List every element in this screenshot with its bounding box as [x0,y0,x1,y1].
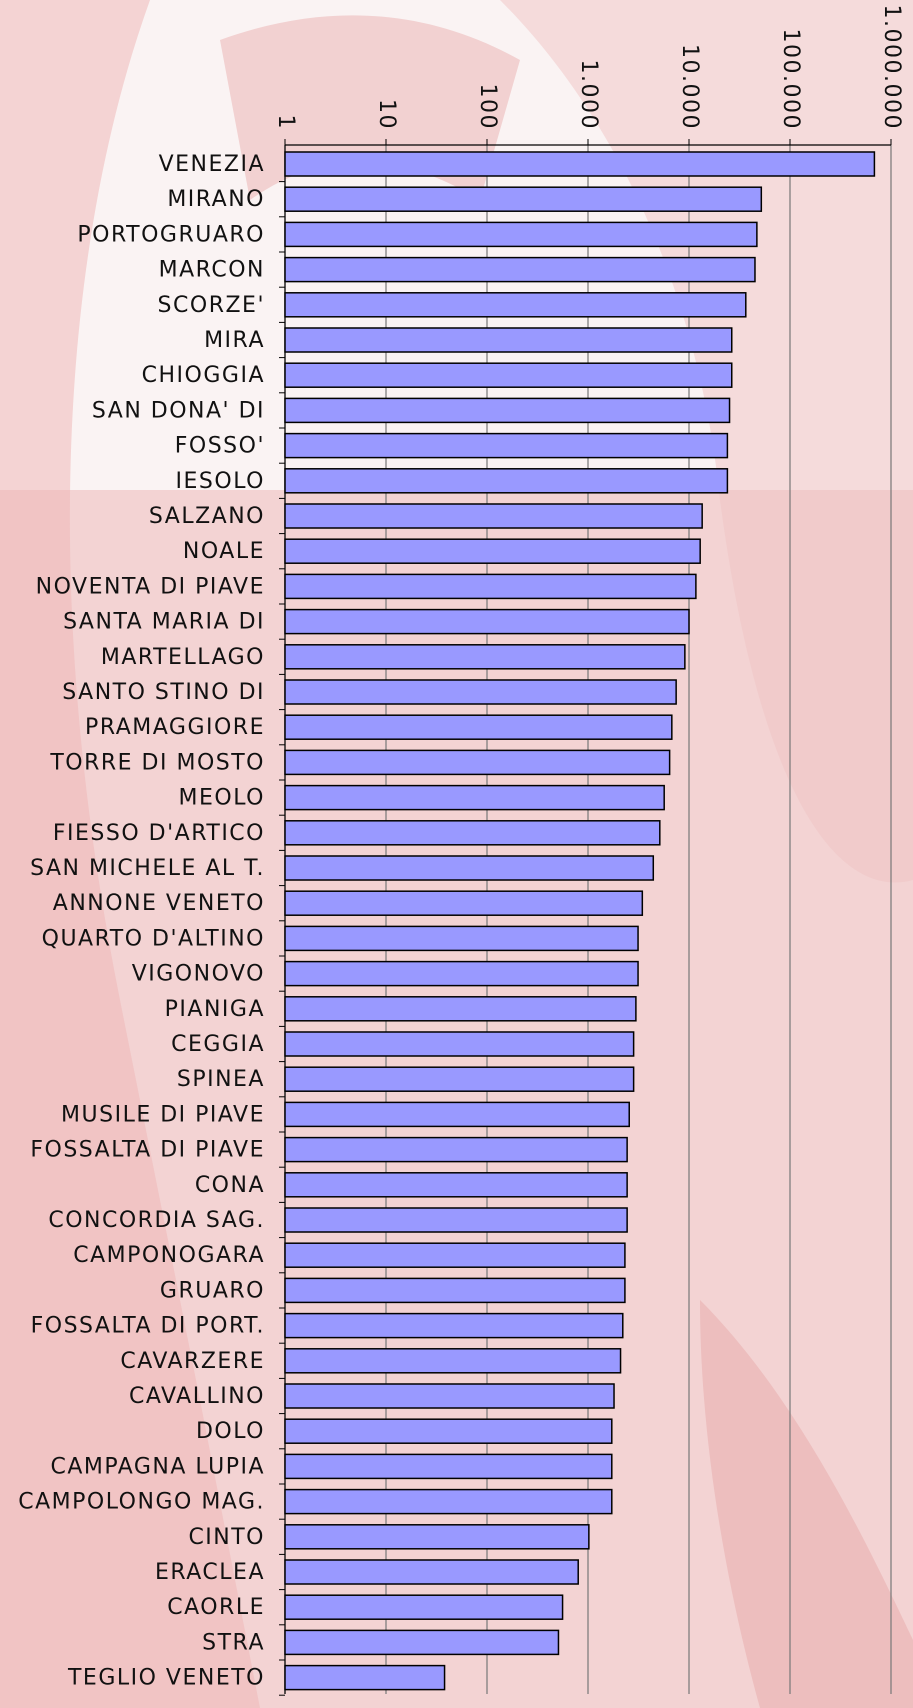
y-tick-label: PIANIGA [165,997,265,1022]
bar [285,1278,625,1302]
bar [285,1525,589,1549]
bar [285,1666,445,1690]
y-tick-label: TEGLIO VENETO [67,1666,265,1691]
y-tick-label: CEGGIA [171,1032,265,1057]
bar [285,856,653,880]
bar [285,187,761,211]
y-tick-label: CAMPOLONGO MAG. [18,1490,265,1515]
bar [285,680,676,704]
bar [285,434,727,458]
y-tick-label: PRAMAGGIORE [85,715,265,740]
bar [285,469,727,493]
bar [285,786,664,810]
y-tick-label: FOSSALTA DI PORT. [31,1314,265,1339]
bar [285,1595,563,1619]
bar [285,152,874,176]
y-tick-label: FOSSO' [175,434,265,459]
y-tick-label: MARCON [159,258,265,283]
bar [285,821,660,845]
bar [285,293,746,317]
y-tick-label: PORTOGRUARO [77,222,265,247]
x-tick-label: 1.000.000 [879,5,904,130]
chart: 1 10 100 1.000 10.000 100.000 1.000.000 VENEZIA… [0,0,913,1708]
x-tick-label: 10.000 [677,44,702,130]
bar [285,1067,634,1091]
bar [285,1384,614,1408]
x-tick-label: 1.000 [576,60,601,130]
y-tick-label: VIGONOVO [132,962,265,987]
bar [285,891,642,915]
y-tick-label: CAVARZERE [120,1349,265,1374]
y-tick-label: CAMPAGNA LUPIA [50,1454,265,1479]
bar [285,1102,629,1126]
bar [285,1243,625,1267]
y-tick-label: SANTO STINO DI [62,680,265,705]
bar [285,1208,627,1232]
y-tick-label: CAVALLINO [129,1384,265,1409]
bar [285,715,672,739]
y-tick-label: CAMPONOGARA [73,1243,265,1268]
bar [285,610,689,634]
y-tick-label: SANTA MARIA DI [63,610,265,635]
y-tick-label: CONA [195,1173,265,1198]
x-tick-label: 1 [273,115,298,131]
bar [285,962,638,986]
bar [285,1349,621,1373]
y-tick-label: FOSSALTA DI PIAVE [30,1138,265,1163]
bar [285,997,636,1021]
x-tick-label: 100 [475,84,500,131]
bar [285,539,700,563]
y-tick-label: DOLO [196,1419,265,1444]
bar [285,750,670,774]
y-tick-label: NOVENTA DI PIAVE [36,574,265,599]
bar [285,1032,634,1056]
bar [285,1630,558,1654]
y-tick-label: GRUARO [160,1278,265,1303]
y-tick-label: STRA [202,1630,265,1655]
y-tick-label: SAN MICHELE AL T. [30,856,265,881]
bar [285,328,732,352]
bar [285,1314,623,1338]
y-tick-label: VENEZIA [159,152,265,177]
y-tick-label: TORRE DI MOSTO [49,750,265,775]
y-tick-label: SCORZE' [158,293,265,318]
bar [285,1454,612,1478]
y-tick-label: CHIOGGIA [142,363,265,388]
bar [285,645,685,669]
bar [285,574,696,598]
y-tick-label: SPINEA [177,1067,265,1092]
y-tick-label: IESOLO [176,469,265,494]
y-tick-label: CAORLE [167,1595,265,1620]
bar [285,504,702,528]
bar [285,1490,612,1514]
y-tick-label: MEOLO [179,786,266,811]
y-tick-label: ERACLEA [155,1560,265,1585]
bar [285,1419,612,1443]
y-tick-label: SAN DONA' DI [92,398,265,423]
y-tick-label: SALZANO [149,504,265,529]
bar [285,363,732,387]
y-tick-label: CINTO [188,1525,265,1550]
y-tick-label: FIESSO D'ARTICO [53,821,265,846]
bar [285,222,757,246]
bar [285,398,730,422]
bar [285,1173,627,1197]
y-tick-label: QUARTO D'ALTINO [42,926,265,951]
bar [285,1138,627,1162]
x-tick-label: 100.000 [778,29,803,130]
y-tick-label: MUSILE DI PIAVE [61,1102,265,1127]
y-tick-label: ANNONE VENETO [53,891,265,916]
y-tick-label: NOALE [183,539,265,564]
y-tick-label: MIRA [204,328,265,353]
x-tick-label: 10 [374,99,399,130]
y-tick-label: CONCORDIA SAG. [48,1208,265,1233]
y-tick-label: MIRANO [167,187,265,212]
bar [285,926,638,950]
bar [285,1560,578,1584]
y-tick-label: MARTELLAGO [101,645,265,670]
bar [285,258,755,282]
